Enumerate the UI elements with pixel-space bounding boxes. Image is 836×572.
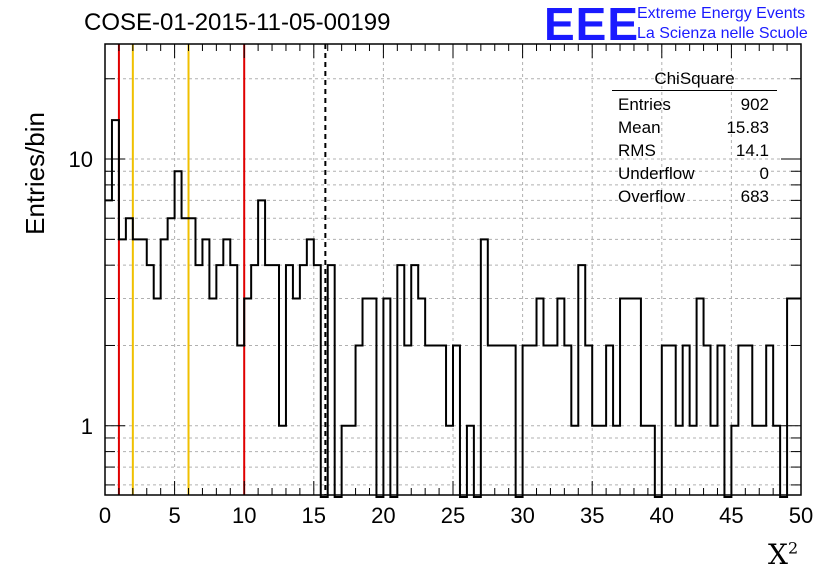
x-tick-label: 25: [441, 503, 465, 528]
x-tick-label: 35: [580, 503, 604, 528]
stats-value: 14.1: [735, 141, 769, 160]
y-tick-label: 10: [69, 147, 93, 172]
logo-subtitle-line1: Extreme Energy Events: [637, 5, 806, 22]
logo-subtitle-line2: La Scienza nelle Scuole: [637, 25, 808, 42]
stats-value: 0: [759, 164, 769, 183]
stats-label: RMS: [618, 141, 656, 160]
stats-label: Overflow: [618, 187, 686, 206]
x-axis-label: X2: [768, 538, 799, 571]
stats-title: ChiSquare: [612, 69, 777, 91]
stats-value: 15.83: [726, 118, 769, 137]
stats-value: 683: [740, 187, 769, 206]
stats-row: Overflow 683: [612, 185, 777, 208]
y-axis-label: Entries/bin: [20, 112, 50, 235]
histogram-series: [105, 119, 801, 498]
x-tick-label: 0: [99, 503, 111, 528]
x-tick-label: 30: [510, 503, 534, 528]
x-tick-label: 15: [302, 503, 326, 528]
stats-label: Entries: [618, 95, 671, 114]
x-tick-label: 5: [168, 503, 180, 528]
stats-row: Entries 902: [612, 93, 777, 116]
stats-label: Underflow: [618, 164, 695, 183]
stats-row: RMS 14.1: [612, 139, 777, 162]
x-tick-label: 10: [232, 503, 256, 528]
page-title: COSE-01-2015-11-05-00199: [84, 9, 391, 36]
x-tick-label: 45: [719, 503, 743, 528]
x-tick-label: 40: [650, 503, 674, 528]
y-tick-label: 1: [81, 414, 93, 439]
stats-box: ChiSquare Entries 902 Mean 15.83 RMS 14.…: [612, 69, 777, 208]
x-tick-label: 50: [789, 503, 813, 528]
eee-logo: EEE: [544, 0, 640, 50]
stats-label: Mean: [618, 118, 661, 137]
stats-value: 902: [740, 95, 769, 114]
stats-row: Underflow 0: [612, 162, 777, 185]
stats-row: Mean 15.83: [612, 116, 777, 139]
x-tick-label: 20: [371, 503, 395, 528]
